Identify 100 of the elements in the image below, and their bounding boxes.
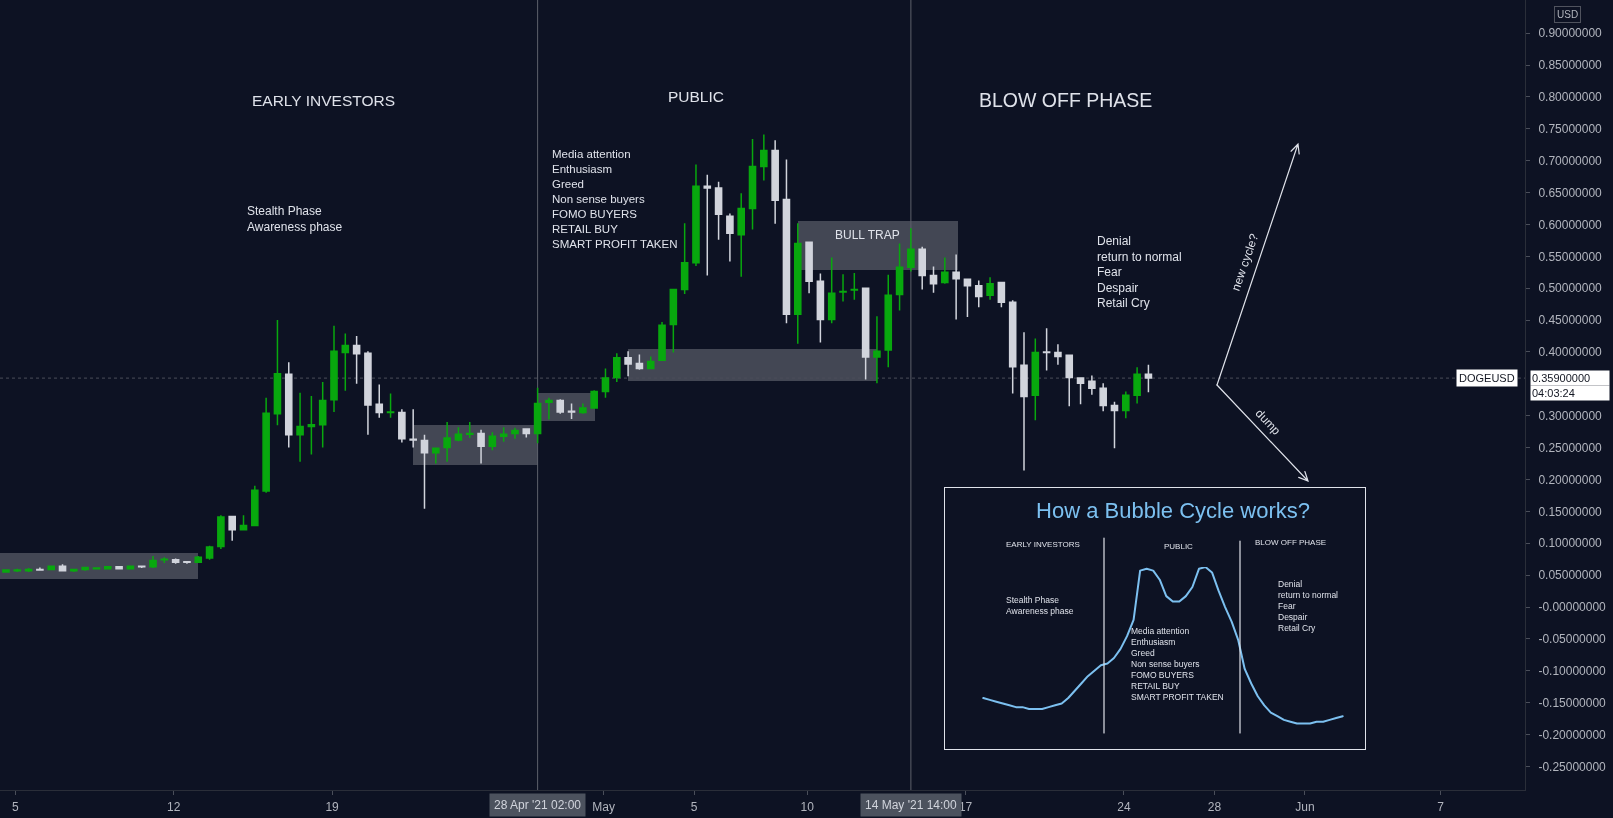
candlestick: [873, 315, 881, 384]
candlestick: [646, 355, 655, 370]
candlestick: [364, 350, 372, 436]
y-tick-label: 0.70000000: [1538, 153, 1603, 168]
candlestick: [827, 256, 836, 325]
candlestick: [1133, 366, 1141, 405]
x-tick-label: 19: [325, 800, 340, 815]
x-tick-label: May: [592, 800, 615, 815]
candlestick: [805, 241, 813, 295]
candlestick: [2, 569, 10, 573]
y-tick-label: 0.65000000: [1538, 185, 1603, 200]
candlestick: [918, 246, 926, 291]
candlestick: [465, 421, 474, 439]
annotation: Denial return to normal Fear Despair Retail Cry: [1278, 579, 1339, 634]
candlestick: [974, 279, 983, 309]
candlestick: [205, 545, 214, 561]
annotation: Stealth Phase Awareness phase: [247, 204, 343, 234]
y-tick-label: 0.45000000: [1538, 313, 1603, 328]
candlestick: [680, 222, 689, 295]
candlestick: [771, 139, 779, 225]
annotation: EARLY INVESTORS: [1006, 540, 1080, 549]
y-tick-label: 0.40000000: [1538, 345, 1603, 360]
y-tick-label: 0.60000000: [1538, 217, 1603, 232]
candlestick: [454, 426, 463, 442]
x-tick-label: Jun: [1295, 800, 1315, 815]
candlestick: [556, 398, 565, 415]
candlestick: [997, 281, 1006, 309]
annotation: PUBLIC: [1164, 542, 1194, 551]
y-tick-label: 0.30000000: [1538, 408, 1603, 423]
ref-line-label: 28 Apr '21 02:00: [494, 798, 582, 812]
candlestick: [1110, 400, 1119, 449]
x-tick-label: 10: [800, 800, 815, 815]
candlestick: [579, 402, 587, 415]
candlestick: [567, 402, 576, 420]
annotation: new cycle?: [1228, 231, 1262, 293]
candlestick: [47, 564, 56, 571]
candlestick: [409, 408, 417, 449]
text: 0.35900000: [1532, 372, 1591, 384]
y-tick-label: -0.10000000: [1538, 663, 1607, 678]
candlestick: [726, 212, 734, 263]
candlestick: [126, 565, 135, 570]
candlestick: [239, 514, 248, 532]
candlestick: [194, 555, 203, 564]
x-tick-label: 24: [1117, 800, 1131, 815]
candlestick: [103, 565, 112, 570]
candlestick: [861, 287, 870, 381]
candlestick: [115, 566, 123, 570]
y-tick-label: 0.10000000: [1538, 536, 1603, 551]
annotation: Stealth Phase Awareness phase: [1006, 595, 1074, 617]
candlestick: [782, 158, 791, 325]
candlestick: [386, 392, 395, 419]
y-tick-label: -0.25000000: [1538, 759, 1607, 774]
candlestick: [1054, 343, 1062, 366]
candlestick: [149, 555, 157, 569]
candlestick: [884, 274, 893, 369]
candlestick: [228, 515, 236, 542]
candlestick: [545, 397, 553, 421]
chart-title: How a Bubble Cycle works?: [1036, 497, 1310, 523]
candlestick: [612, 352, 621, 383]
candlestick: [986, 276, 994, 301]
candlestick: [748, 138, 757, 231]
candlestick: [1008, 299, 1017, 395]
x-tick-label: 5: [12, 800, 20, 815]
candlestick: [816, 272, 825, 344]
candlestick: [1020, 331, 1028, 472]
candlestick: [499, 426, 508, 443]
y-tick-label: 0.25000000: [1538, 440, 1603, 455]
y-tick-label: -0.05000000: [1538, 632, 1607, 647]
y-tick-label: 0.05000000: [1538, 568, 1603, 583]
candlestick: [352, 335, 361, 385]
candlestick: [262, 397, 270, 494]
annotation: Media attention Enthusiasm Greed Non sense buyers FOMO BUYERS RETAIL BUY SMART PROFIT TAKEN: [552, 148, 678, 250]
annotation: Media attention Enthusiasm Greed Non sense buyers FOMO BUYERS RETAIL BUY SMART PROFIT TAKEN: [1131, 626, 1224, 703]
candlestick: [1088, 374, 1096, 396]
y-tick-label: 0.90000000: [1538, 26, 1603, 41]
candlestick: [941, 256, 949, 285]
candlestick: [137, 565, 146, 569]
y-tick-label: 0.80000000: [1538, 90, 1603, 105]
candlestick: [850, 272, 859, 301]
candlestick: [92, 566, 101, 571]
candlestick: [760, 133, 768, 182]
candlestick: [375, 383, 384, 419]
candlestick: [737, 192, 746, 278]
candlestick: [533, 386, 542, 444]
candlestick: [251, 485, 259, 527]
candlestick: [601, 367, 610, 399]
annotation: BLOW OFF PHASE: [979, 89, 1153, 111]
candlestick: [432, 446, 440, 465]
y-tick-label: 0.15000000: [1538, 504, 1603, 519]
candlestick: [443, 421, 451, 463]
candlestick: [590, 389, 598, 409]
y-tick-label: 0.75000000: [1538, 122, 1603, 136]
ref-line-label: DOGEUSD: [1459, 372, 1515, 384]
annotation: EARLY INVESTORS: [252, 92, 395, 109]
candlestick: [160, 556, 169, 564]
candlestick: [420, 434, 429, 510]
candlestick: [183, 560, 191, 565]
y-tick-label: 0.55000000: [1538, 249, 1603, 264]
annotation: BLOW OFF PHASE: [1255, 538, 1327, 547]
candlestick: [703, 173, 712, 277]
